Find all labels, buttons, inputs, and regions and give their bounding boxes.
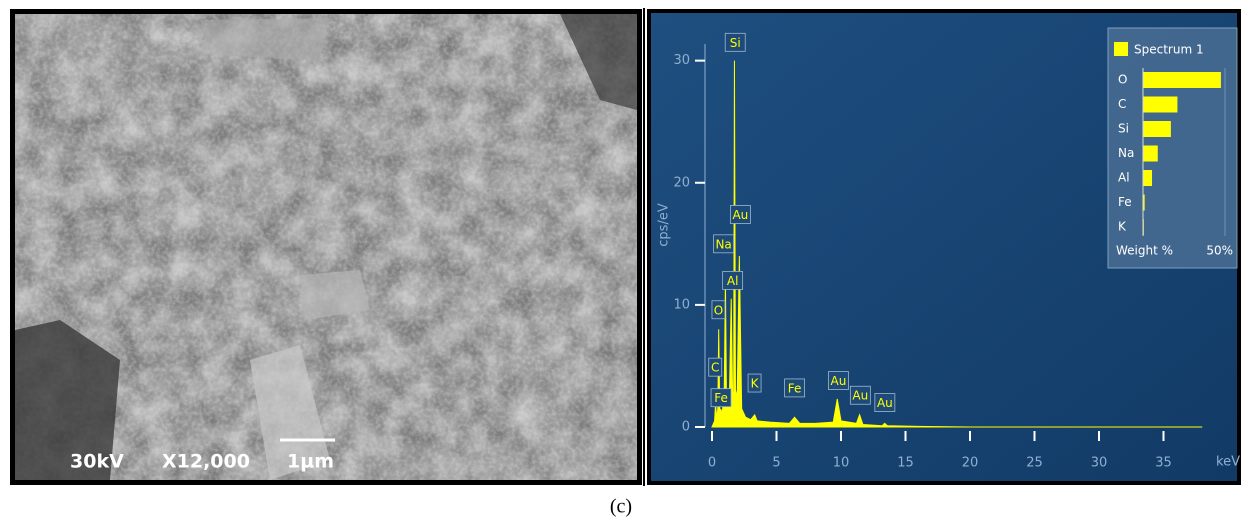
sem-label: 1µm	[287, 451, 334, 473]
x-axis-label: keV	[1216, 455, 1240, 470]
category-label: Al	[1118, 171, 1130, 185]
legend-swatch	[1114, 42, 1128, 56]
peak-label: O	[714, 303, 723, 317]
category-label: Na	[1118, 146, 1134, 160]
peak-label: Au	[852, 389, 868, 403]
bar	[1143, 121, 1171, 137]
category-label: Si	[1118, 122, 1129, 136]
category-label: K	[1118, 220, 1127, 234]
bar	[1143, 97, 1177, 113]
x-tick-label: 15	[897, 456, 914, 471]
peak-label: Al	[727, 274, 739, 288]
page: 30kV X12,000 1µm (c) 0 10 20 30 0 5 10 15 20 25 30…	[0, 0, 1242, 527]
peak-label: Au	[732, 208, 748, 222]
peak-label: Fe	[788, 381, 802, 395]
category-label: O	[1118, 73, 1127, 87]
bar	[1143, 146, 1158, 162]
bar	[1143, 72, 1221, 88]
x-tick-label: 35	[1155, 456, 1172, 471]
x-tick-label: 30	[1091, 456, 1108, 471]
peak-label: K	[751, 377, 760, 391]
sem-label: 30kV	[70, 451, 124, 473]
y-tick-label: 30	[673, 53, 690, 68]
x-tick-label: 10	[833, 456, 850, 471]
legend-label: Spectrum 1	[1134, 43, 1204, 57]
x-axis-label: Weight %	[1116, 244, 1173, 258]
x-tick-label: 5	[772, 456, 780, 471]
peak-label: C	[711, 361, 719, 375]
y-tick-label: 20	[673, 175, 690, 190]
x-tick-label: 0	[708, 456, 716, 471]
sem-crystal	[200, 18, 330, 60]
y-axis-label: cps/eV	[657, 203, 672, 247]
y-tick-label: 10	[673, 297, 690, 312]
category-label: C	[1118, 97, 1126, 111]
caption: (c)	[610, 496, 632, 518]
peak-label: Fe	[714, 391, 728, 405]
peak-label: Si	[730, 36, 741, 50]
x-tick-label: 25	[1026, 456, 1043, 471]
bar	[1143, 170, 1152, 186]
peak-label: Na	[715, 237, 731, 251]
category-label: Fe	[1118, 195, 1132, 209]
y-tick-label: 0	[682, 420, 690, 435]
figure: 30kV X12,000 1µm (c) 0 10 20 30 0 5 10 15 20 25 30…	[0, 0, 1242, 523]
sem-label: X12,000	[162, 451, 250, 473]
x-tick-label: 50%	[1206, 244, 1233, 258]
peak-label: Au	[831, 374, 847, 388]
peak-label: Au	[877, 396, 893, 410]
x-tick-label: 20	[962, 456, 979, 471]
